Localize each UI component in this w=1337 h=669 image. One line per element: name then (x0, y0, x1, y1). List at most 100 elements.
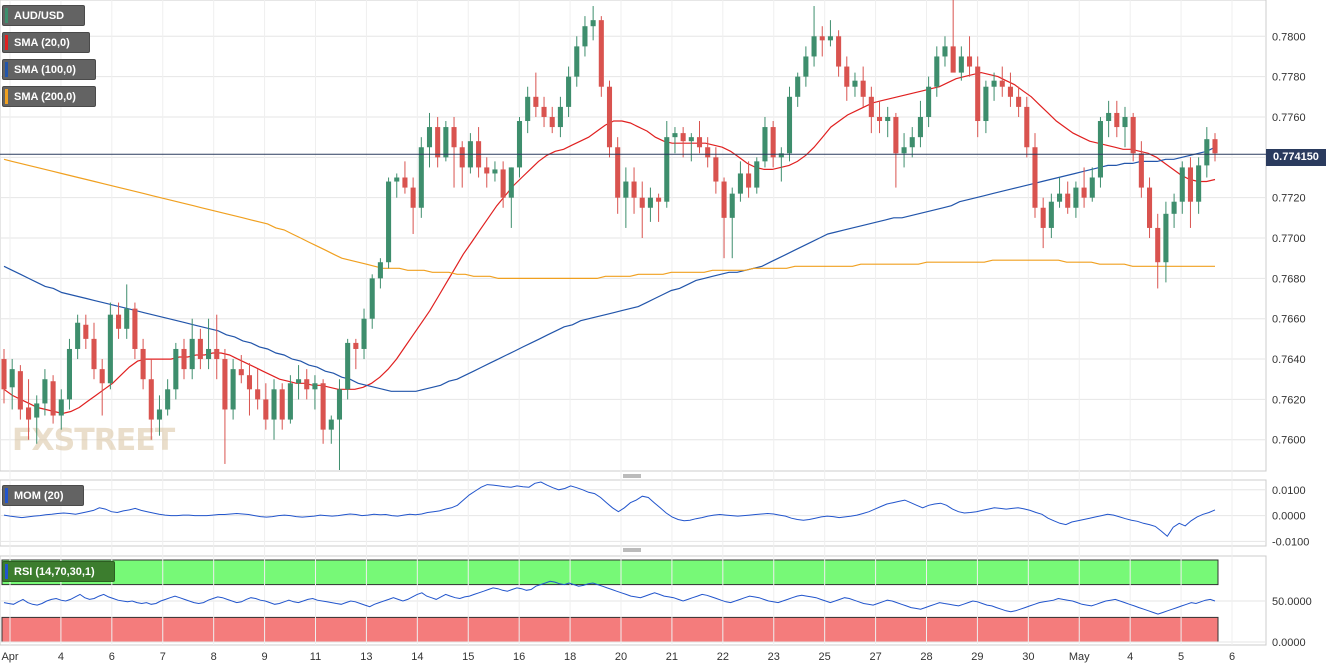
symbol-swatch (5, 8, 8, 23)
candle-body (1187, 167, 1193, 202)
candle-body (156, 409, 163, 420)
rsi-line (3, 580, 1216, 615)
date-tick-label: 9 (262, 651, 268, 663)
candle-body (271, 389, 277, 420)
sma100-text: SMA (100,0) (14, 64, 76, 76)
candle-body (345, 342, 351, 390)
candle-body (705, 147, 711, 158)
date-tick-label: 16 (513, 651, 525, 663)
candle-body (631, 181, 637, 198)
x-axis: Apr 4 6 7 8 9 11 13 14 15 16 18 20 21 22 23 25 27 28 29 30 Ma… (1, 651, 1235, 663)
candle-body (566, 76, 572, 107)
candle-body (1155, 227, 1161, 263)
candle-body (165, 389, 171, 410)
candle-body (132, 308, 138, 349)
candle-body (459, 147, 465, 168)
rsi-label[interactable]: RSI (14,70,30,1) (2, 561, 115, 582)
candle-body (1048, 201, 1054, 228)
candle-body (279, 389, 285, 420)
candle-body (238, 369, 244, 376)
candle-body (1163, 213, 1169, 263)
candle-body (426, 127, 433, 148)
candle-body (1138, 153, 1144, 188)
candle-body (353, 342, 359, 349)
candle-body (1, 359, 7, 390)
candle-body (197, 338, 203, 360)
sma200-line (3, 158, 1215, 279)
candle-body (786, 96, 793, 154)
rsi-oversold-zone (1, 616, 1219, 643)
candle-body (369, 278, 375, 319)
candle-body (836, 36, 842, 67)
candle-body (107, 314, 113, 384)
candle-body (958, 56, 964, 73)
candle-body (975, 66, 981, 122)
candle-body (386, 181, 392, 263)
candle-body (926, 86, 932, 117)
indicator-lines (3, 481, 1216, 615)
candle-body (746, 173, 752, 188)
candle-body (418, 147, 424, 208)
candle-body (1114, 112, 1120, 128)
candle-body (304, 379, 310, 390)
candle-body (328, 419, 334, 430)
candle-body (206, 348, 212, 360)
date-tick-label: 14 (411, 651, 423, 663)
candle-body (312, 383, 318, 390)
candle-body (1056, 193, 1063, 202)
sma20-label[interactable]: SMA (20,0) (2, 32, 90, 53)
candle-body (1024, 106, 1030, 148)
date-tick-label: 23 (768, 651, 780, 663)
sma100-swatch (5, 62, 8, 77)
candle-body (934, 56, 940, 87)
candle-body (819, 36, 825, 41)
candle-body (140, 348, 146, 380)
sma100-label[interactable]: SMA (100,0) (2, 59, 96, 80)
candle-body (803, 56, 809, 77)
date-tick-label: May (1069, 651, 1090, 663)
price-tick-label: 0.7720 (1272, 193, 1306, 205)
candle-body (1089, 177, 1095, 198)
panel-resize-handle[interactable] (622, 474, 642, 478)
mom-label[interactable]: MOM (20) (2, 485, 84, 506)
candle-body (606, 86, 613, 148)
price-tick-label: 0.7780 (1272, 72, 1306, 84)
candle-body (615, 147, 621, 198)
mom-tick-label: 0.0000 (1272, 511, 1306, 523)
candle-body (214, 348, 220, 360)
candle-body (1007, 86, 1013, 97)
candle-body (795, 76, 801, 97)
candle-body (75, 322, 81, 349)
candle-body (1171, 201, 1177, 214)
candle-body (713, 157, 719, 182)
sma200-label[interactable]: SMA (200,0) (2, 86, 96, 107)
date-tick-label: 28 (920, 651, 932, 663)
panel-resize-handle[interactable] (622, 548, 642, 552)
current-price-label: 0.774150 (1266, 149, 1326, 166)
date-tick-label: 6 (1229, 651, 1235, 663)
candle-body (1065, 193, 1071, 208)
candle-body (492, 169, 498, 174)
candle-body (58, 399, 64, 416)
candle-body (966, 56, 973, 67)
candle-body (942, 46, 948, 57)
symbol-label[interactable]: AUD/USD (2, 5, 85, 26)
candle-body (402, 177, 408, 188)
candle-body (1106, 112, 1112, 122)
candle-body (1179, 167, 1185, 202)
candle-body (737, 173, 743, 194)
mom-line (3, 481, 1216, 538)
candle-body (762, 127, 768, 162)
date-tick-label: 27 (869, 651, 881, 663)
candle-body (647, 197, 653, 208)
candle-body (811, 36, 817, 57)
date-tick-label: 29 (971, 651, 983, 663)
candle-body (246, 375, 253, 390)
date-tick-label: 7 (160, 651, 166, 663)
date-tick-label: 25 (819, 651, 831, 663)
sma20-swatch (5, 35, 8, 50)
candle-body (148, 379, 154, 420)
candle-body (901, 147, 907, 154)
y-axis: 0.7600 0.7620 0.7640 0.7660 0.7680 0.7700 0.77… (1272, 31, 1312, 649)
